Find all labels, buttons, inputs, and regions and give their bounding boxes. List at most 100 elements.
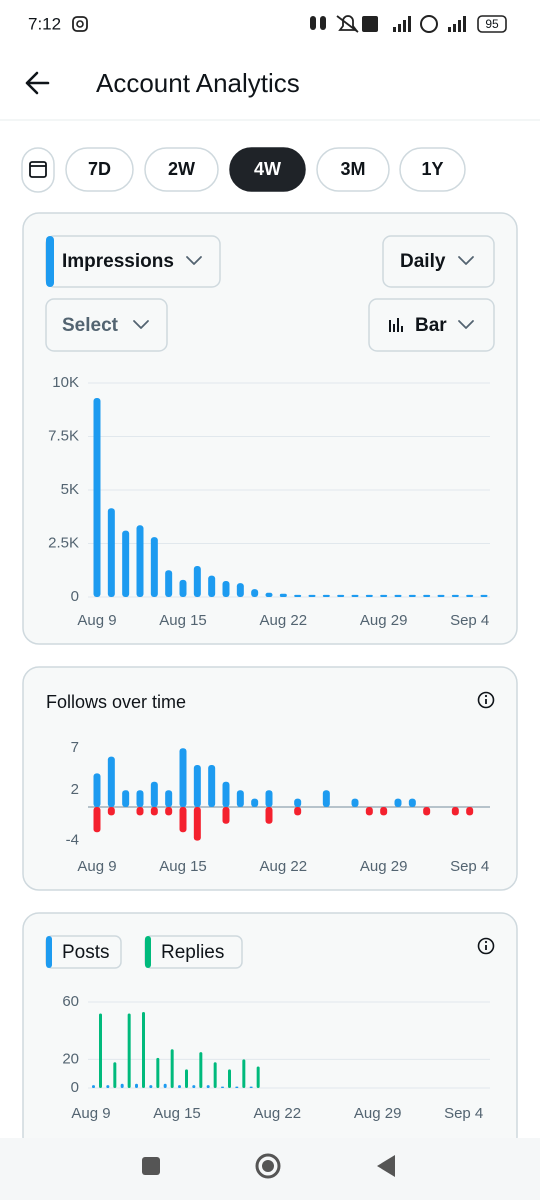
legend-swatch xyxy=(145,936,151,968)
status-time: 7:12 xyxy=(28,14,61,33)
y-tick-label: 10K xyxy=(52,374,79,391)
bar xyxy=(179,748,187,807)
x-tick-label: Aug 15 xyxy=(153,1105,201,1122)
bar xyxy=(394,594,402,597)
legend-label: Posts xyxy=(62,942,110,963)
period-button[interactable]: 3M xyxy=(316,147,390,192)
period-button-bg xyxy=(144,147,219,192)
follows-card xyxy=(22,666,518,891)
home-button-dot xyxy=(262,1160,274,1172)
bar xyxy=(107,756,115,807)
compare-dropdown[interactable] xyxy=(45,298,168,352)
interval-dropdown[interactable] xyxy=(382,235,495,288)
battery-icon xyxy=(477,15,507,33)
y-tick-label: 5K xyxy=(61,481,79,498)
period-button-bg xyxy=(399,147,466,192)
bar xyxy=(380,807,388,816)
legend-swatch xyxy=(46,936,52,968)
y-tick-label: 2.5K xyxy=(48,534,79,551)
home-button[interactable] xyxy=(255,1153,281,1179)
calendar-button[interactable] xyxy=(21,147,55,193)
x-tick-label: Aug 22 xyxy=(260,612,308,629)
legend-chip[interactable]: Posts xyxy=(45,935,122,969)
bar xyxy=(251,798,259,807)
bar xyxy=(408,798,416,807)
y-tick-label: 0 xyxy=(71,1079,79,1096)
bar xyxy=(365,594,373,597)
bar xyxy=(265,807,273,824)
recents-button[interactable] xyxy=(142,1157,160,1175)
x-tick-label: Sep 4 xyxy=(444,1105,483,1122)
bar xyxy=(256,1066,260,1088)
back-nav-button[interactable] xyxy=(377,1155,395,1177)
bar xyxy=(236,583,244,597)
bar xyxy=(170,1049,174,1088)
status-icons xyxy=(310,15,466,33)
info-icon[interactable] xyxy=(477,691,495,709)
legend-chip[interactable]: Replies xyxy=(144,935,243,969)
bar xyxy=(222,781,230,807)
bar xyxy=(122,530,130,597)
x-tick-label: Aug 22 xyxy=(254,1105,302,1122)
bar xyxy=(179,579,187,597)
info-icon[interactable] xyxy=(477,937,495,955)
bar xyxy=(122,790,130,807)
x-tick-label: Aug 29 xyxy=(354,1105,402,1122)
bar xyxy=(351,798,359,807)
bar xyxy=(150,781,158,807)
period-label: 1Y xyxy=(421,159,443,179)
period-label: 3M xyxy=(340,159,365,179)
bar xyxy=(193,807,201,841)
period-button[interactable]: 1Y xyxy=(399,147,466,192)
x-tick-label: Aug 9 xyxy=(77,858,116,875)
bar xyxy=(380,594,388,597)
bar xyxy=(93,773,101,807)
instagram-icon-lens xyxy=(76,20,84,28)
bar xyxy=(149,1085,153,1088)
follows-title: Follows over time xyxy=(46,692,186,712)
y-tick-label: 20 xyxy=(62,1050,79,1067)
bar xyxy=(251,589,259,597)
period-button[interactable]: 4W xyxy=(229,147,306,192)
bar xyxy=(93,397,101,597)
bar xyxy=(423,594,431,597)
bar xyxy=(107,807,115,816)
bar xyxy=(165,790,173,807)
period-button[interactable]: 7D xyxy=(65,147,134,192)
bar xyxy=(136,807,144,816)
back-button[interactable] xyxy=(25,71,50,95)
x-tick-label: Sep 4 xyxy=(450,612,489,629)
bar xyxy=(93,807,101,833)
bar xyxy=(235,1086,239,1088)
x-tick-label: Aug 15 xyxy=(159,612,207,629)
bar xyxy=(222,580,230,597)
bar xyxy=(466,807,474,816)
y-tick-label: 7 xyxy=(71,739,79,756)
x-tick-label: Aug 22 xyxy=(260,858,308,875)
y-tick-label: -4 xyxy=(66,832,79,849)
bar xyxy=(294,594,302,597)
bar xyxy=(222,807,230,824)
chart-style-dropdown[interactable] xyxy=(368,298,495,352)
y-tick-label: 0 xyxy=(71,588,79,605)
bar xyxy=(136,790,144,807)
bar xyxy=(221,1086,224,1088)
bar xyxy=(451,594,459,597)
bar xyxy=(394,798,402,807)
interval-label: Daily xyxy=(400,251,446,272)
period-button[interactable]: 2W xyxy=(144,147,219,192)
bar xyxy=(199,1052,203,1088)
x-tick-label: Aug 29 xyxy=(360,858,408,875)
bar xyxy=(451,807,459,816)
metric-dropdown[interactable] xyxy=(45,235,221,288)
bar xyxy=(192,1085,196,1088)
bar xyxy=(351,594,359,597)
bar xyxy=(408,594,416,597)
bar xyxy=(365,807,373,816)
battery-level: 95 xyxy=(485,17,499,31)
bar xyxy=(120,1083,124,1088)
bar xyxy=(322,594,330,597)
x-tick-label: Aug 9 xyxy=(71,1105,110,1122)
bar xyxy=(193,765,201,807)
